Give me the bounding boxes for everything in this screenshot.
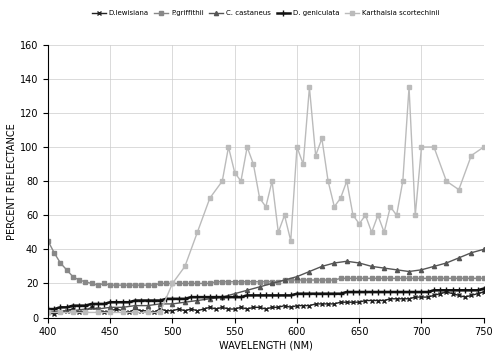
- D. geniculata: [45, 307, 51, 311]
- D.lewisiana: [114, 307, 119, 311]
- Karthalsia scortechinii: [444, 179, 450, 183]
- C. castaneus: [332, 261, 338, 265]
- Karthalsia scortechinii: [282, 213, 288, 217]
- C. castaneus: [306, 270, 312, 274]
- C. castaneus: [232, 292, 237, 296]
- Line: D.lewisiana: D.lewisiana: [46, 290, 486, 316]
- P.griffithii: [95, 283, 101, 287]
- P.griffithii: [462, 276, 468, 281]
- C. castaneus: [70, 308, 76, 313]
- C. castaneus: [58, 308, 64, 313]
- C. castaneus: [182, 300, 188, 305]
- D. geniculata: [58, 305, 64, 310]
- C. castaneus: [431, 264, 437, 268]
- C. castaneus: [319, 264, 325, 268]
- D.lewisiana: [64, 308, 70, 313]
- C. castaneus: [394, 268, 400, 272]
- Y-axis label: PERCENT REFLECTANCE: PERCENT REFLECTANCE: [7, 123, 17, 240]
- Karthalsia scortechinii: [95, 310, 101, 315]
- C. castaneus: [468, 251, 474, 255]
- D.lewisiana: [263, 307, 269, 311]
- C. castaneus: [269, 281, 275, 286]
- D.lewisiana: [444, 290, 450, 294]
- D. geniculata: [170, 297, 175, 301]
- P.griffithii: [381, 276, 387, 281]
- C. castaneus: [294, 275, 300, 279]
- D. geniculata: [256, 293, 262, 297]
- C. castaneus: [344, 259, 350, 263]
- D.lewisiana: [480, 290, 486, 294]
- C. castaneus: [381, 266, 387, 270]
- D.lewisiana: [45, 310, 51, 315]
- P.griffithii: [263, 280, 269, 284]
- D.lewisiana: [312, 302, 318, 306]
- C. castaneus: [144, 303, 150, 308]
- C. castaneus: [194, 298, 200, 303]
- Karthalsia scortechinii: [306, 85, 312, 90]
- P.griffithii: [312, 278, 318, 282]
- C. castaneus: [207, 297, 213, 301]
- C. castaneus: [120, 305, 126, 310]
- X-axis label: WAVELENGTH (NM): WAVELENGTH (NM): [219, 340, 313, 350]
- Line: Karthalsia scortechinii: Karthalsia scortechinii: [46, 85, 486, 315]
- Karthalsia scortechinii: [344, 179, 350, 183]
- Legend: D.lewisiana, P.griffithii, C. castaneus, D. geniculata, Karthalsia scortechinii: D.lewisiana, P.griffithii, C. castaneus,…: [90, 7, 442, 19]
- C. castaneus: [132, 303, 138, 308]
- C. castaneus: [220, 295, 226, 299]
- C. castaneus: [45, 310, 51, 315]
- P.griffithii: [176, 281, 182, 286]
- C. castaneus: [444, 261, 450, 265]
- Line: C. castaneus: C. castaneus: [46, 247, 486, 315]
- C. castaneus: [95, 307, 101, 311]
- C. castaneus: [356, 261, 362, 265]
- C. castaneus: [244, 288, 250, 292]
- D.lewisiana: [450, 292, 456, 296]
- Karthalsia scortechinii: [332, 205, 338, 209]
- P.griffithii: [45, 239, 51, 243]
- C. castaneus: [170, 302, 175, 306]
- Karthalsia scortechinii: [45, 310, 51, 315]
- C. castaneus: [418, 268, 424, 272]
- D. geniculata: [480, 286, 486, 291]
- C. castaneus: [282, 278, 288, 282]
- C. castaneus: [480, 247, 486, 251]
- C. castaneus: [82, 307, 88, 311]
- C. castaneus: [256, 285, 262, 289]
- D. geniculata: [207, 295, 213, 299]
- Line: P.griffithii: P.griffithii: [46, 239, 486, 287]
- D. geniculata: [306, 292, 312, 296]
- C. castaneus: [368, 264, 374, 268]
- P.griffithii: [58, 261, 64, 265]
- Line: D. geniculata: D. geniculata: [45, 286, 486, 312]
- D.lewisiana: [51, 312, 57, 316]
- C. castaneus: [406, 270, 412, 274]
- Karthalsia scortechinii: [480, 145, 486, 149]
- C. castaneus: [107, 305, 113, 310]
- Karthalsia scortechinii: [244, 145, 250, 149]
- C. castaneus: [157, 302, 163, 306]
- C. castaneus: [456, 256, 462, 260]
- D.lewisiana: [468, 293, 474, 297]
- D. geniculata: [456, 288, 462, 292]
- P.griffithii: [480, 276, 486, 281]
